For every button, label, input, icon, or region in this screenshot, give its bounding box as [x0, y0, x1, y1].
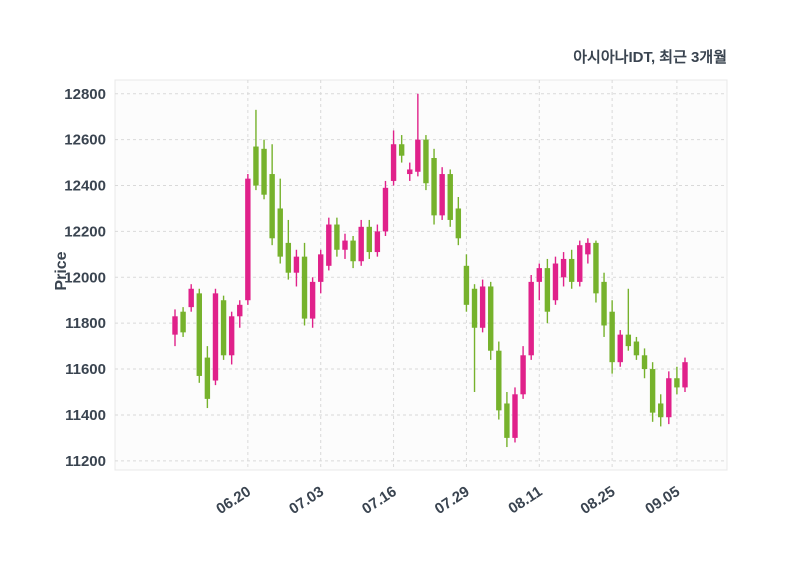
candle-body	[439, 174, 445, 216]
candle-body	[488, 286, 494, 351]
candle-body	[398, 144, 405, 156]
candle-body	[666, 378, 672, 418]
x-tick-label: 07.16	[359, 483, 400, 518]
candle-body	[212, 293, 219, 381]
candle-body	[196, 293, 202, 376]
y-tick-label: 11800	[65, 315, 106, 332]
candle-body	[318, 254, 324, 282]
candle-body	[228, 316, 235, 356]
candle-body	[536, 268, 542, 282]
candle-body	[658, 403, 664, 418]
candle-body	[269, 174, 275, 239]
candle-body	[188, 288, 194, 308]
candle-body	[504, 403, 510, 438]
y-tick-label: 12800	[64, 86, 106, 103]
chart-title: 아시아나IDT, 최근 3개월	[573, 49, 727, 66]
candle-body	[617, 334, 623, 363]
candle-body	[172, 316, 178, 335]
candle-body	[601, 281, 607, 326]
candle-body	[277, 208, 283, 257]
y-axis-label: Price	[53, 251, 70, 291]
candle-body	[479, 286, 486, 328]
candle-body	[512, 394, 518, 438]
candle-body	[528, 281, 534, 356]
plot-area	[114, 79, 728, 471]
candle-body	[447, 174, 453, 220]
candle-body	[520, 355, 526, 395]
candle-body	[585, 242, 591, 255]
x-tick-label: 08.11	[505, 483, 545, 517]
candle-body	[431, 158, 437, 216]
candle-body	[342, 240, 348, 250]
candle-body	[334, 224, 340, 250]
candle-body	[390, 144, 397, 181]
candle-body	[593, 242, 599, 294]
y-tick-label: 11600	[65, 361, 106, 378]
candle-body	[568, 258, 575, 282]
candle-body	[253, 146, 259, 186]
candle-body	[180, 311, 186, 333]
candle-body	[544, 268, 551, 312]
candle-body	[463, 265, 470, 305]
y-tick-label: 12600	[64, 132, 106, 149]
candle-body	[293, 256, 300, 273]
x-tick-label: 06.20	[213, 483, 254, 518]
candle-body	[471, 288, 478, 328]
y-tick-label: 12000	[64, 269, 106, 286]
candle-body	[358, 226, 364, 262]
candle-body	[649, 369, 656, 413]
y-tick-label: 12200	[64, 223, 106, 240]
x-tick-label: 07.29	[432, 483, 473, 518]
candle-body	[374, 231, 381, 253]
candle-body	[237, 304, 243, 317]
candle-body	[220, 300, 227, 356]
candle-body	[415, 139, 421, 172]
candle-body	[560, 258, 567, 278]
x-tick-label: 08.25	[578, 483, 619, 518]
x-tick-label: 07.03	[286, 483, 327, 518]
candle-body	[577, 245, 583, 282]
y-tick-label: 11200	[65, 453, 106, 470]
candle-body	[382, 187, 389, 232]
candle-body	[552, 263, 559, 301]
candle-body	[309, 281, 316, 319]
y-tick-label: 12400	[64, 178, 106, 195]
candle-body	[641, 355, 648, 370]
candle-body	[285, 242, 292, 273]
candle-body	[245, 178, 251, 301]
candle-body	[496, 350, 502, 411]
x-tick-label: 09.05	[642, 483, 683, 518]
y-tick-label: 11400	[65, 407, 106, 424]
candle-body	[674, 378, 680, 388]
candle-body	[301, 256, 308, 319]
candle-body	[423, 139, 429, 184]
candle-body	[261, 148, 267, 195]
candle-body	[625, 334, 632, 347]
candle-body	[204, 357, 211, 399]
candle-body	[350, 240, 356, 262]
candle-body	[366, 226, 372, 253]
candle-body	[682, 362, 688, 388]
candle-body	[455, 208, 462, 239]
candle-body	[633, 341, 640, 356]
candle-body	[407, 169, 413, 175]
candle-body	[609, 311, 615, 363]
candle-body	[326, 224, 332, 266]
